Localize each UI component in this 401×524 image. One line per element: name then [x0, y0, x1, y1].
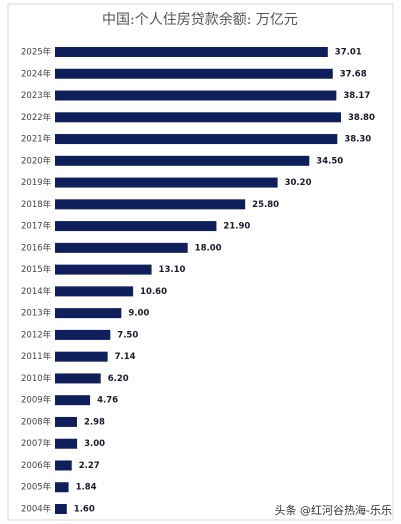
y-tick-label: 2022年 [21, 112, 52, 123]
value-label: 38.17 [343, 91, 370, 101]
y-tick-label: 2021年 [21, 134, 52, 145]
bar [55, 90, 337, 101]
bar [55, 373, 101, 384]
value-label: 2.27 [79, 461, 100, 471]
value-label: 38.30 [344, 135, 371, 145]
value-label: 7.14 [115, 352, 136, 362]
bar [55, 264, 152, 275]
value-label: 38.80 [348, 113, 375, 123]
y-tick-label: 2020年 [21, 155, 52, 166]
bar [55, 68, 333, 79]
y-tick-label: 2004年 [21, 504, 52, 515]
value-label: 37.68 [340, 69, 367, 79]
value-label: 13.10 [159, 265, 186, 275]
bar [55, 482, 69, 493]
bar [55, 395, 91, 406]
y-tick-label: 2011年 [21, 351, 52, 362]
y-tick-label: 2005年 [21, 482, 52, 493]
bar [55, 438, 78, 449]
value-label: 9.00 [128, 309, 149, 319]
y-tick-label: 2008年 [21, 416, 52, 427]
bar [55, 416, 77, 427]
value-label: 18.00 [195, 243, 222, 253]
value-label: 6.20 [108, 374, 129, 384]
value-label: 37.01 [335, 48, 362, 58]
value-label: 1.60 [74, 505, 95, 515]
y-tick-label: 2019年 [21, 177, 52, 188]
value-label: 7.50 [117, 330, 138, 340]
value-label: 2.98 [84, 417, 105, 427]
y-tick-label: 2016年 [21, 242, 52, 253]
bar [55, 460, 72, 471]
bar [55, 134, 338, 145]
y-tick-label: 2015年 [21, 264, 52, 275]
bar [55, 221, 217, 232]
y-tick-label: 2017年 [21, 221, 52, 232]
value-label: 10.60 [140, 287, 167, 297]
y-tick-label: 2012年 [21, 329, 52, 340]
y-tick-label: 2018年 [21, 199, 52, 210]
value-label: 34.50 [316, 156, 343, 166]
bar [55, 47, 328, 57]
value-label: 1.84 [76, 483, 97, 493]
y-tick-label: 2007年 [21, 438, 52, 449]
chart-frame [7, 3, 394, 521]
bar [55, 504, 67, 514]
y-tick-label: 2013年 [21, 308, 52, 319]
y-tick-label: 2024年 [21, 68, 52, 79]
chart-title: 中国:个人住房贷款余额: 万亿元 [102, 11, 298, 28]
bar [55, 199, 246, 210]
bar [55, 155, 310, 166]
bar [55, 351, 108, 362]
bar [55, 112, 341, 123]
bar [55, 308, 122, 319]
value-label: 4.76 [97, 396, 118, 406]
bar [55, 329, 111, 340]
bar [55, 177, 278, 188]
watermark: 头条 @红河谷热海-乐乐 [275, 503, 392, 517]
value-label: 30.20 [285, 178, 312, 188]
y-tick-label: 2025年 [21, 47, 52, 58]
y-tick-label: 2010年 [21, 373, 52, 384]
value-label: 25.80 [252, 200, 279, 210]
y-tick-label: 2009年 [21, 395, 52, 406]
bar [55, 286, 134, 297]
y-tick-label: 2006年 [21, 460, 52, 471]
value-label: 3.00 [84, 439, 105, 449]
y-tick-label: 2014年 [21, 286, 52, 297]
y-tick-label: 2023年 [21, 90, 52, 101]
bar [55, 242, 188, 253]
value-label: 21.90 [223, 222, 250, 232]
